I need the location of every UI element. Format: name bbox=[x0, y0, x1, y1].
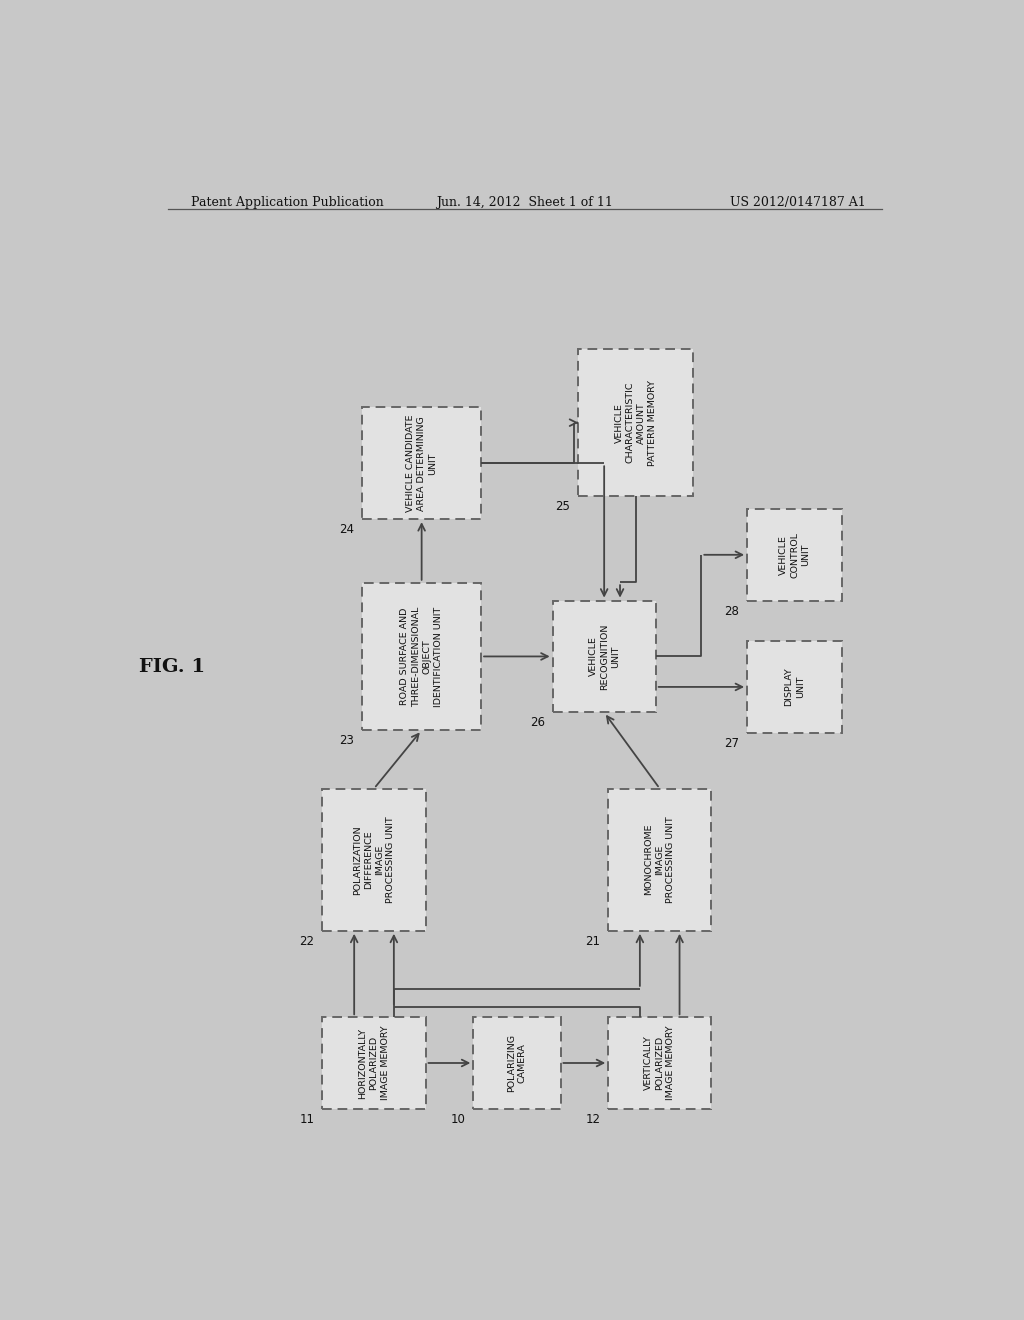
Text: MONOCHROME
IMAGE
PROCESSING UNIT: MONOCHROME IMAGE PROCESSING UNIT bbox=[644, 816, 675, 903]
Text: VEHICLE CANDIDATE
AREA DETERMINING
UNIT: VEHICLE CANDIDATE AREA DETERMINING UNIT bbox=[407, 414, 437, 512]
Text: ROAD SURFACE AND
THREE-DIMENSIONAL
OBJECT
IDENTIFICATION UNIT: ROAD SURFACE AND THREE-DIMENSIONAL OBJEC… bbox=[400, 606, 442, 706]
Text: US 2012/0147187 A1: US 2012/0147187 A1 bbox=[730, 195, 866, 209]
FancyBboxPatch shape bbox=[748, 510, 842, 601]
Text: 24: 24 bbox=[339, 523, 354, 536]
FancyBboxPatch shape bbox=[608, 1018, 712, 1109]
Text: 11: 11 bbox=[299, 1113, 314, 1126]
Text: VEHICLE
CONTROL
UNIT: VEHICLE CONTROL UNIT bbox=[779, 532, 810, 578]
Text: 27: 27 bbox=[724, 737, 739, 750]
Text: 25: 25 bbox=[556, 500, 570, 513]
FancyBboxPatch shape bbox=[748, 642, 842, 733]
Text: 22: 22 bbox=[299, 935, 314, 948]
Text: 28: 28 bbox=[724, 605, 739, 618]
FancyBboxPatch shape bbox=[608, 788, 712, 931]
FancyBboxPatch shape bbox=[323, 1018, 426, 1109]
Text: 26: 26 bbox=[529, 717, 545, 730]
Text: 10: 10 bbox=[451, 1113, 465, 1126]
Text: 12: 12 bbox=[585, 1113, 600, 1126]
FancyBboxPatch shape bbox=[579, 348, 693, 496]
Text: 21: 21 bbox=[585, 935, 600, 948]
Text: POLARIZATION
DIFFERENCE
IMAGE
PROCESSING UNIT: POLARIZATION DIFFERENCE IMAGE PROCESSING… bbox=[353, 816, 395, 903]
Text: 23: 23 bbox=[339, 734, 354, 747]
Text: VEHICLE
RECOGNITION
UNIT: VEHICLE RECOGNITION UNIT bbox=[589, 623, 620, 689]
FancyBboxPatch shape bbox=[362, 582, 481, 730]
Text: VERTICALLY
POLARIZED
IMAGE MEMORY: VERTICALLY POLARIZED IMAGE MEMORY bbox=[644, 1026, 675, 1101]
Text: Jun. 14, 2012  Sheet 1 of 11: Jun. 14, 2012 Sheet 1 of 11 bbox=[436, 195, 613, 209]
Text: HORIZONTALLY
POLARIZED
IMAGE MEMORY: HORIZONTALLY POLARIZED IMAGE MEMORY bbox=[358, 1026, 389, 1101]
Text: Patent Application Publication: Patent Application Publication bbox=[191, 195, 384, 209]
FancyBboxPatch shape bbox=[362, 408, 481, 519]
FancyBboxPatch shape bbox=[473, 1018, 560, 1109]
FancyBboxPatch shape bbox=[323, 788, 426, 931]
Text: POLARIZING
CAMERA: POLARIZING CAMERA bbox=[507, 1034, 527, 1092]
FancyBboxPatch shape bbox=[553, 601, 655, 713]
Text: VEHICLE
CHARACTERISTIC
AMOUNT
PATTERN MEMORY: VEHICLE CHARACTERISTIC AMOUNT PATTERN ME… bbox=[614, 380, 657, 466]
Text: FIG. 1: FIG. 1 bbox=[138, 657, 205, 676]
Text: DISPLAY
UNIT: DISPLAY UNIT bbox=[784, 668, 805, 706]
